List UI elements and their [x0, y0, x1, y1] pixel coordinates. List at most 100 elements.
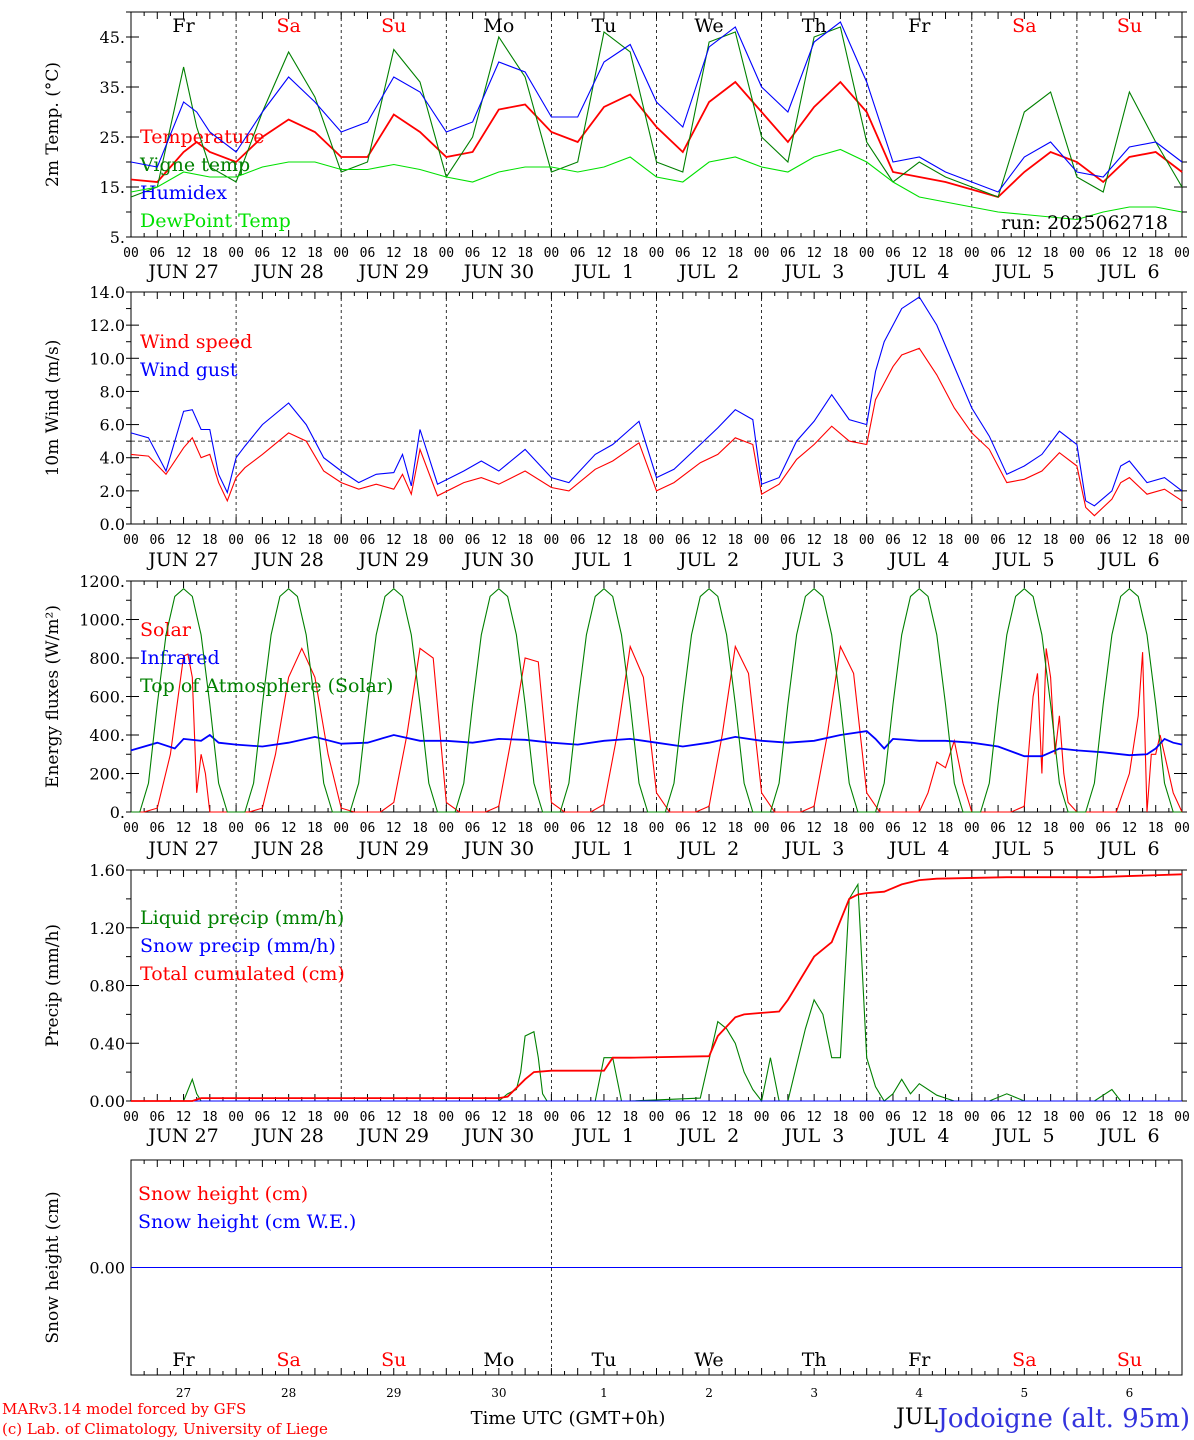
- x-hour-label: 00: [438, 1110, 454, 1125]
- weekday-label: Tu: [591, 1349, 616, 1371]
- x-hour-label: 12: [176, 533, 192, 548]
- x-hour-label: 00: [333, 821, 349, 836]
- x-hour-label: 18: [1148, 1110, 1164, 1125]
- x-date-label: JUL 1: [572, 549, 634, 571]
- x-hour-label: 00: [859, 821, 875, 836]
- x-hour-label: 06: [675, 246, 691, 261]
- y-tick-label: 2.0: [100, 482, 125, 501]
- weekday-label: Fr: [908, 15, 931, 37]
- x-hour-label: 18: [622, 1110, 638, 1125]
- day-number-label: 29: [386, 1386, 401, 1400]
- x-date-label: JUN 28: [251, 1125, 323, 1147]
- x-hour-label: 12: [911, 1110, 927, 1125]
- y-tick-label: 1.20: [89, 919, 125, 938]
- x-hour-label: 06: [780, 246, 796, 261]
- x-date-label: JUN 27: [146, 838, 218, 860]
- x-hour-label: 06: [1095, 821, 1111, 836]
- y-tick-label: 600.: [89, 688, 125, 707]
- x-hour-label: 12: [596, 1110, 612, 1125]
- x-hour-label: 06: [570, 533, 586, 548]
- x-hour-label: 18: [622, 821, 638, 836]
- x-hour-label: 00: [1174, 1110, 1190, 1125]
- x-hour-label: 06: [149, 821, 165, 836]
- x-date-label: JUL 3: [782, 549, 844, 571]
- x-hour-label: 06: [570, 246, 586, 261]
- y-tick-label: 0.: [110, 803, 125, 822]
- plot-frame-temp: [130, 11, 1183, 238]
- x-hour-label: 12: [281, 246, 297, 261]
- x-hour-label: 00: [123, 821, 139, 836]
- series-line-energy-2: [131, 587, 1182, 813]
- legend-temp-3: DewPoint Temp: [140, 210, 291, 232]
- x-hour-label: 00: [1174, 533, 1190, 548]
- x-hour-label: 00: [544, 821, 560, 836]
- x-hour-label: 06: [885, 533, 901, 548]
- x-hour-label: 00: [649, 246, 665, 261]
- x-hour-label: 18: [938, 533, 954, 548]
- x-hour-label: 12: [806, 1110, 822, 1125]
- legend-wind-1: Wind gust: [140, 359, 238, 381]
- x-hour-label: 00: [123, 1110, 139, 1125]
- x-hour-label: 00: [333, 533, 349, 548]
- x-hour-label: 00: [333, 246, 349, 261]
- x-date-label: JUL 1: [572, 838, 634, 860]
- x-hour-label: 12: [596, 533, 612, 548]
- x-hour-label: 12: [281, 1110, 297, 1125]
- x-hour-label: 12: [911, 246, 927, 261]
- x-date-label: JUN 30: [462, 549, 534, 571]
- x-hour-label: 18: [202, 1110, 218, 1125]
- weekday-label: Sa: [1012, 15, 1036, 37]
- day-number-label: 28: [281, 1386, 296, 1400]
- x-hour-label: 00: [438, 246, 454, 261]
- x-hour-label: 18: [202, 533, 218, 548]
- weekday-label: Su: [1117, 15, 1142, 37]
- x-date-label: JUN 27: [146, 261, 218, 283]
- x-hour-label: 18: [307, 1110, 323, 1125]
- x-hour-label: 18: [307, 821, 323, 836]
- x-hour-label: 06: [360, 246, 376, 261]
- x-hour-label: 00: [649, 821, 665, 836]
- x-hour-label: 12: [491, 821, 507, 836]
- series-line-precip-2: [131, 873, 1183, 1102]
- x-hour-label: 12: [701, 821, 717, 836]
- x-hour-label: 18: [622, 246, 638, 261]
- x-hour-label: 00: [754, 821, 770, 836]
- y-axis-label: 10m Wind (m/s): [43, 340, 63, 477]
- x-hour-label: 18: [202, 246, 218, 261]
- x-hour-label: 18: [833, 821, 849, 836]
- x-hour-label: 06: [570, 821, 586, 836]
- weekday-label: Su: [381, 15, 406, 37]
- x-hour-label: 18: [938, 821, 954, 836]
- x-date-label: JUL 2: [677, 838, 739, 860]
- y-tick-label: 5.: [110, 228, 125, 247]
- x-hour-label: 18: [1043, 821, 1059, 836]
- series-line-temp-1: [130, 26, 1183, 198]
- legend-energy-0: Solar: [140, 619, 192, 641]
- x-date-label: JUN 27: [146, 549, 218, 571]
- x-hour-label: 00: [438, 821, 454, 836]
- y-tick-label: 8.0: [100, 382, 125, 401]
- x-hour-label: 00: [438, 533, 454, 548]
- weekday-label: Tu: [591, 15, 616, 37]
- x-hour-label: 18: [517, 246, 533, 261]
- series-line-wind-0: [130, 347, 1183, 517]
- x-hour-label: 12: [911, 533, 927, 548]
- x-hour-label: 12: [281, 533, 297, 548]
- x-hour-label: 18: [1043, 246, 1059, 261]
- x-hour-label: 06: [149, 1110, 165, 1125]
- x-date-label: JUN 29: [357, 549, 429, 571]
- weekday-label: Sa: [1012, 1349, 1036, 1371]
- x-hour-label: 06: [465, 1110, 481, 1125]
- x-hour-label: 06: [780, 821, 796, 836]
- x-hour-label: 06: [570, 1110, 586, 1125]
- weekday-label: Mo: [483, 1349, 514, 1371]
- y-axis-label: Energy fluxes (W/m²): [43, 605, 63, 788]
- day-number-label: 3: [810, 1386, 818, 1400]
- x-hour-label: 06: [360, 1110, 376, 1125]
- x-hour-label: 06: [885, 1110, 901, 1125]
- x-hour-label: 18: [833, 533, 849, 548]
- series-line-energy-0: [131, 644, 1183, 813]
- weekday-label: Su: [381, 1349, 406, 1371]
- x-hour-label: 00: [544, 246, 560, 261]
- x-hour-label: 12: [176, 1110, 192, 1125]
